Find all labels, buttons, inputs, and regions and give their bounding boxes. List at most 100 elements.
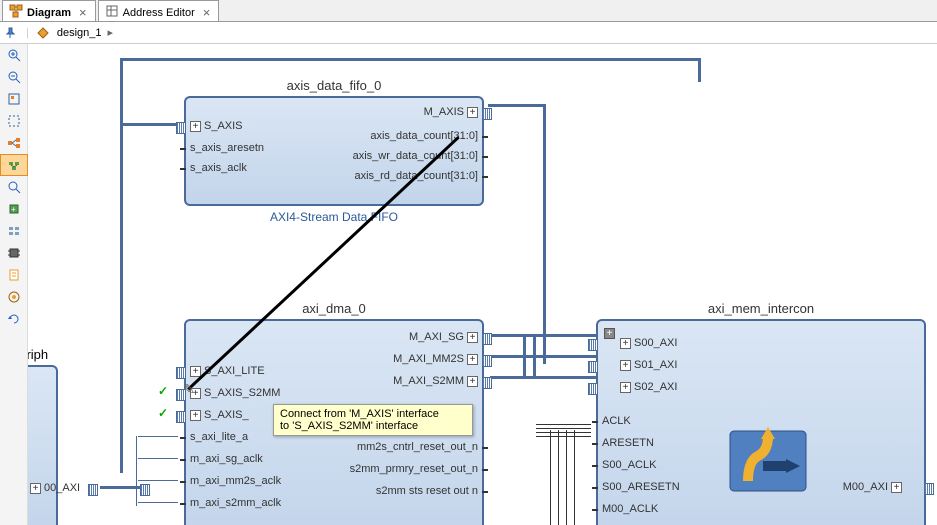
pin[interactable]: [592, 421, 598, 423]
port-label: S00_ARESETN: [602, 481, 680, 493]
port-label: m_axi_mm2s_aclk: [190, 475, 281, 487]
wire: [698, 58, 701, 82]
tool-refresh[interactable]: [0, 308, 28, 330]
wire: [550, 430, 551, 525]
tool-auto-layout[interactable]: [0, 132, 28, 154]
block-fifo[interactable]: axis_data_fifo_0 AXI4-Stream Data FIFO +…: [184, 96, 484, 206]
port-label: m_axi_sg_aclk: [190, 453, 263, 465]
expand-icon[interactable]: +: [891, 482, 902, 493]
expand-icon[interactable]: +: [620, 382, 631, 393]
pin[interactable]: [482, 136, 488, 138]
port-label: s_axis_aclk: [190, 162, 247, 174]
wire: [523, 334, 526, 379]
port-label: +S_AXIS_S2MM: [190, 387, 280, 399]
tool-chip[interactable]: [0, 242, 28, 264]
expand-icon[interactable]: +: [467, 107, 478, 118]
pin[interactable]: [482, 156, 488, 158]
port-label: +S00_AXI: [620, 337, 677, 349]
pin[interactable]: [592, 443, 598, 445]
tool-zoom-in[interactable]: [0, 44, 28, 66]
tool-add-ip[interactable]: +: [0, 198, 28, 220]
port-label: +S_AXIS_: [190, 409, 249, 421]
wire: [120, 58, 123, 473]
expand-icon[interactable]: +: [467, 376, 478, 387]
pin-icon[interactable]: [4, 25, 20, 41]
bus-connector[interactable]: [482, 108, 492, 120]
close-icon[interactable]: ×: [79, 5, 87, 20]
tool-search[interactable]: [0, 176, 28, 198]
side-toolbar: +: [0, 44, 28, 525]
expand-icon[interactable]: +: [467, 354, 478, 365]
port-label: M00_AXI+: [843, 481, 902, 493]
diagram-tab-icon: [9, 4, 23, 21]
bus-connector[interactable]: [482, 377, 492, 389]
pin[interactable]: [180, 459, 186, 461]
bus-connector[interactable]: [176, 411, 186, 423]
close-icon[interactable]: ×: [203, 5, 211, 20]
wire: [136, 436, 137, 506]
pin[interactable]: [482, 447, 488, 449]
pin[interactable]: [482, 469, 488, 471]
svg-text:+: +: [11, 205, 16, 214]
tool-palette[interactable]: [0, 220, 28, 242]
pin[interactable]: [592, 487, 598, 489]
expand-icon[interactable]: +: [620, 338, 631, 349]
bus-connector[interactable]: [176, 122, 186, 134]
block-periph[interactable]: periph: [28, 365, 58, 525]
port-label: M_AXI_MM2S+: [393, 353, 478, 365]
bus-connector[interactable]: [88, 484, 98, 496]
pin[interactable]: [180, 148, 186, 150]
pin[interactable]: [180, 437, 186, 439]
expand-icon[interactable]: +: [190, 366, 201, 377]
block-title: axi_dma_0: [186, 301, 482, 316]
port-label: s2mm_prmry_reset_out_n: [350, 463, 478, 475]
port-label: axis_data_count[31:0]: [370, 130, 478, 142]
bus-connector[interactable]: [482, 333, 492, 345]
bus-connector[interactable]: [588, 361, 598, 373]
port-label: +S_AXIS: [190, 120, 243, 132]
bus-connector[interactable]: [924, 483, 934, 495]
wire: [138, 502, 178, 503]
bus-connector[interactable]: [176, 367, 186, 379]
block-title: periph: [28, 347, 48, 362]
tool-validate[interactable]: [0, 154, 28, 176]
bus-connector[interactable]: [588, 383, 598, 395]
wire: [138, 480, 178, 481]
wire: [490, 355, 598, 358]
expand-icon[interactable]: +: [30, 483, 41, 494]
tool-settings[interactable]: [0, 286, 28, 308]
tool-zoom-fit[interactable]: [0, 88, 28, 110]
tool-zoom-out[interactable]: [0, 66, 28, 88]
block-subtitle: AXI4-Stream Data FIFO: [186, 210, 482, 224]
tab-diagram[interactable]: Diagram ×: [2, 0, 96, 21]
pin[interactable]: [482, 176, 488, 178]
pin[interactable]: [180, 168, 186, 170]
pin[interactable]: [592, 465, 598, 467]
wire: [558, 430, 559, 525]
tool-select[interactable]: [0, 110, 28, 132]
bus-connector[interactable]: [588, 339, 598, 351]
tab-address-editor[interactable]: Address Editor ×: [98, 0, 220, 21]
tab-bar: Diagram × Address Editor ×: [0, 0, 937, 22]
breadcrumb-arrow-icon: ▸: [108, 26, 114, 39]
tool-doc[interactable]: [0, 264, 28, 286]
breadcrumb-design[interactable]: design_1: [57, 27, 102, 39]
bus-connector[interactable]: [482, 355, 492, 367]
expand-icon[interactable]: +: [190, 121, 201, 132]
pin[interactable]: [180, 481, 186, 483]
diagram-canvas[interactable]: periph +00_AXI axis_data_fifo_0 AXI4-Str…: [28, 44, 937, 525]
pin[interactable]: [482, 491, 488, 493]
connection-tooltip: Connect from 'M_AXIS' interface to 'S_AX…: [273, 404, 473, 436]
port-label: M_AXI_SG+: [409, 331, 478, 343]
pin[interactable]: [592, 509, 598, 511]
breadcrumb-bar: | design_1 ▸: [0, 22, 937, 44]
wire-bundle: [536, 424, 591, 437]
bus-connector[interactable]: [140, 484, 150, 496]
port-label: ARESETN: [602, 437, 654, 449]
block-intercon[interactable]: axi_mem_intercon + +S00_AXI +S01_AXI +S0…: [596, 319, 926, 525]
expand-icon[interactable]: +: [467, 332, 478, 343]
expand-icon[interactable]: +: [620, 360, 631, 371]
expand-block-icon[interactable]: +: [604, 327, 618, 339]
expand-icon[interactable]: +: [190, 410, 201, 421]
pin[interactable]: [180, 503, 186, 505]
